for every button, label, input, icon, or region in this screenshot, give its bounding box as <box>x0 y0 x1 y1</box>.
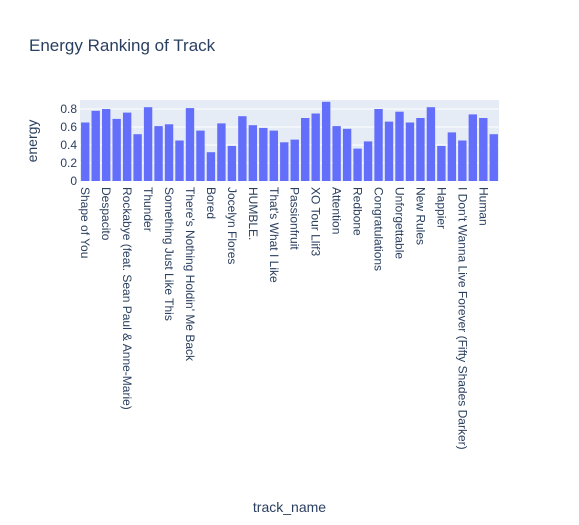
bar <box>175 140 184 181</box>
bar <box>353 148 362 181</box>
bar <box>133 134 142 181</box>
bar <box>321 101 331 181</box>
bar <box>479 118 488 181</box>
y-tick-label: 0.6 <box>60 120 77 134</box>
bar <box>248 125 258 181</box>
y-tick-labels: 0 0.2 0.4 0.6 0.8 <box>60 102 77 188</box>
x-tick-label: Human <box>476 187 490 226</box>
y-tick-label: 0.2 <box>60 156 77 170</box>
bar <box>374 109 383 181</box>
x-tick-label: New Rules <box>413 187 427 245</box>
bar <box>395 111 404 181</box>
x-tick-label: Redbone <box>351 187 365 236</box>
x-tick-label: That's What I Like <box>267 187 281 283</box>
x-tick-label: XO Tour Llif3 <box>309 187 323 256</box>
bar <box>269 130 278 181</box>
bar <box>143 107 153 181</box>
y-tick-label: 0.4 <box>60 138 77 152</box>
bar <box>238 116 247 181</box>
x-tick-label: Jocelyn Flores <box>225 187 239 264</box>
bar <box>164 124 174 181</box>
x-axis-title: track_name <box>253 499 326 515</box>
bar <box>342 128 352 181</box>
x-tick-label: Rockabye (feat. Sean Paul & Anne-Marie) <box>120 187 134 410</box>
bar <box>290 139 299 181</box>
bar <box>206 152 216 181</box>
chart-title: Energy Ranking of Track <box>29 36 216 55</box>
x-tick-label: Something Just Like This <box>162 187 176 321</box>
bar <box>405 122 415 181</box>
bar <box>122 112 132 181</box>
bar <box>384 121 394 181</box>
y-tick-label: 0.8 <box>60 102 77 116</box>
bar <box>154 126 163 181</box>
bar <box>196 130 205 181</box>
x-tick-labels: Shape of You Despacito Rockabye (feat. Sea… <box>78 187 490 450</box>
bar <box>91 110 100 181</box>
x-tick-label: Shape of You <box>78 187 92 258</box>
bar <box>447 132 457 181</box>
bar <box>311 113 320 181</box>
bar <box>426 107 436 181</box>
bar <box>332 126 341 181</box>
bar <box>489 134 498 181</box>
y-axis-title: energy <box>24 120 40 163</box>
bar <box>468 114 478 181</box>
x-tick-label: I Don't Wanna Live Forever (Fifty Shades… <box>455 187 469 450</box>
plot-background <box>80 100 499 181</box>
x-tick-label: Thunder <box>141 187 155 232</box>
x-tick-label: Congratulations <box>372 187 386 271</box>
bars <box>81 101 498 181</box>
x-tick-label: Despacito <box>99 187 113 241</box>
x-tick-label: Unforgettable <box>392 187 406 259</box>
bar <box>185 108 195 181</box>
bar <box>280 142 289 181</box>
x-tick-label: There's Nothing Holdin' Me Back <box>183 187 197 362</box>
x-tick-label: Bored <box>204 187 218 219</box>
x-tick-label: Happier <box>434 187 448 229</box>
bar <box>458 140 467 181</box>
bar <box>101 109 111 181</box>
x-tick-label: Passionfruit <box>288 187 302 250</box>
bar <box>437 145 446 181</box>
y-tick-label: 0 <box>70 174 77 188</box>
bar <box>301 118 310 181</box>
x-tick-label: Attention <box>330 187 344 234</box>
x-tick-label: HUMBLE. <box>246 187 260 240</box>
bar <box>112 118 121 181</box>
bar <box>217 123 226 181</box>
bar <box>259 127 268 181</box>
bar <box>227 145 237 181</box>
bar <box>363 141 373 181</box>
bar <box>81 122 90 181</box>
bar <box>416 118 425 181</box>
